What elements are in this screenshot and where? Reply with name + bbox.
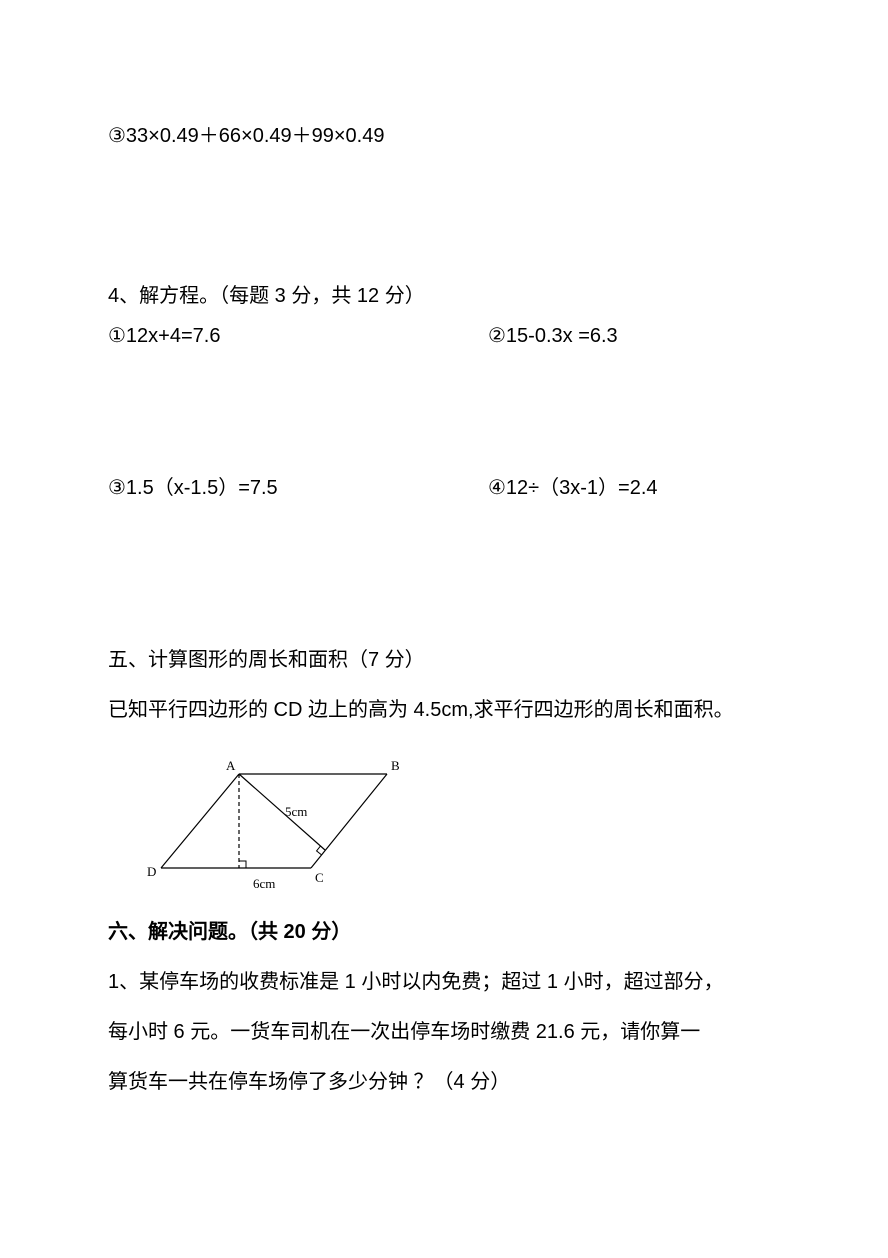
spacer <box>108 956 780 966</box>
problem-4-row-1: ①12x+4=7.6 ②15-0.3x =6.3 <box>108 320 780 352</box>
spacer <box>108 604 780 644</box>
problem-4-item-2: ②15-0.3x =6.3 <box>488 320 780 352</box>
spacer <box>108 1006 780 1016</box>
svg-text:C: C <box>315 870 324 885</box>
parallelogram-svg: A B C D 5cm 6cm <box>143 756 403 896</box>
spacer <box>108 352 780 472</box>
spacer <box>108 1056 780 1066</box>
problem-4-title: 4、解方程。（每题 3 分，共 12 分） <box>108 280 780 312</box>
section-6-title: 六、解决问题。（共 20 分） <box>108 916 780 948</box>
parallelogram-diagram: A B C D 5cm 6cm <box>143 756 780 896</box>
section-5-description: 已知平行四边形的 CD 边上的高为 4.5cm,求平行四边形的周长和面积。 <box>108 694 780 726</box>
spacer <box>108 504 780 604</box>
problem-4-row-2: ③1.5（x-1.5）=7.5 ④12÷（3x-1）=2.4 <box>108 472 780 504</box>
problem-4-item-4: ④12÷（3x-1）=2.4 <box>488 472 780 504</box>
section-6-q1-line-3: 算货车一共在停车场停了多少分钟 ？（4 分） <box>108 1066 780 1098</box>
problem-3-expression: ③33×0.49＋66×0.49＋99×0.49 <box>108 120 780 152</box>
section-6-q1-line-2: 每小时 6 元。一货车司机在一次出停车场时缴费 21.6 元，请你算一 <box>108 1016 780 1048</box>
svg-text:A: A <box>226 758 236 773</box>
problem-4-item-1: ①12x+4=7.6 <box>108 320 488 352</box>
svg-text:D: D <box>147 864 156 879</box>
svg-text:5cm: 5cm <box>285 804 307 819</box>
svg-text:6cm: 6cm <box>253 876 275 891</box>
section-6-q1-line-1: 1、某停车场的收费标准是 1 小时以内免费；超过 1 小时，超过部分， <box>108 966 780 998</box>
problem-4-item-3: ③1.5（x-1.5）=7.5 <box>108 472 488 504</box>
spacer <box>108 684 780 694</box>
svg-text:B: B <box>391 758 400 773</box>
spacer <box>108 160 780 280</box>
section-5-title: 五、计算图形的周长和面积（7 分） <box>108 644 780 676</box>
